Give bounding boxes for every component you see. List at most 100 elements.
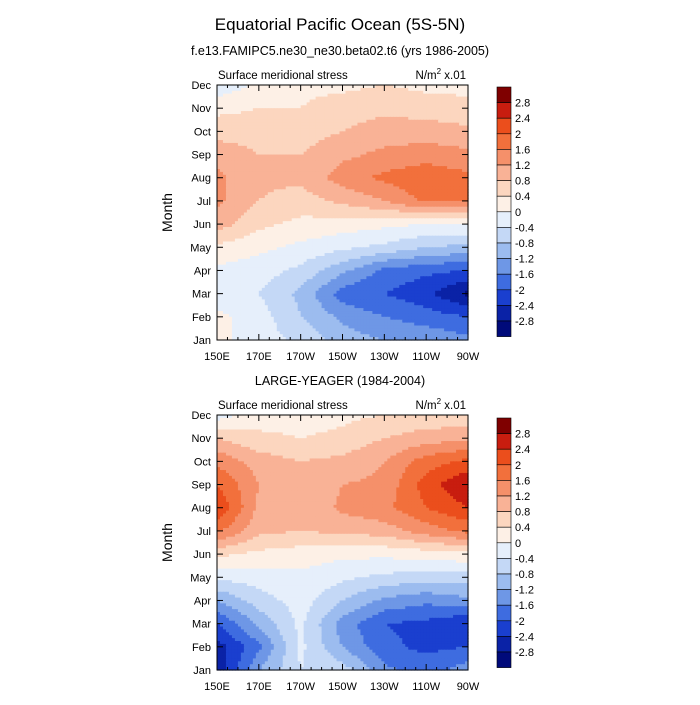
contour-cell xyxy=(255,111,260,115)
contour-cell xyxy=(411,131,415,135)
contour-cell xyxy=(462,108,466,112)
contour-cell xyxy=(393,125,397,130)
contour-cell xyxy=(354,85,359,89)
contour-cell xyxy=(417,137,421,141)
contour-cell xyxy=(234,96,239,101)
contour-cell xyxy=(384,102,388,106)
contour-cell xyxy=(306,128,311,132)
contour-cell xyxy=(267,105,272,109)
contour-cell xyxy=(240,99,245,103)
contour-cell xyxy=(327,140,332,144)
contour-cell xyxy=(408,96,412,101)
contour-cell xyxy=(231,163,236,167)
contour-cell xyxy=(402,116,406,121)
contour-cell xyxy=(336,108,341,112)
contour-cell xyxy=(252,108,257,112)
contour-cell xyxy=(432,85,436,89)
contour-cell xyxy=(315,87,320,92)
contour-cell xyxy=(312,142,317,147)
contour-cell xyxy=(375,90,379,95)
contour-cell xyxy=(321,116,326,121)
contour-cell xyxy=(465,137,469,141)
contour-cell xyxy=(342,87,347,92)
contour-cell xyxy=(300,108,305,112)
contour-cell xyxy=(246,90,251,95)
contour-cell xyxy=(357,105,362,109)
contour-cell xyxy=(270,96,275,101)
contour-cell xyxy=(459,87,463,92)
contour-cell xyxy=(390,116,394,121)
contour-cell xyxy=(261,116,266,121)
contour-cell xyxy=(321,142,326,147)
contour-cell xyxy=(465,131,469,135)
contour-cell xyxy=(357,145,362,150)
contour-cell xyxy=(294,166,299,170)
contour-cell xyxy=(282,116,287,121)
contour-cell xyxy=(372,113,376,118)
contour-cell xyxy=(342,105,347,109)
contour-cell xyxy=(252,131,257,135)
contour-cell xyxy=(240,160,245,164)
contour-cell xyxy=(417,87,421,92)
contour-cell xyxy=(456,108,460,112)
contour-cell xyxy=(273,166,278,170)
contour-cell xyxy=(288,96,293,101)
contour-cell xyxy=(270,157,275,161)
contour-cell xyxy=(363,145,368,150)
contour-cell xyxy=(279,157,284,161)
contour-cell xyxy=(396,157,400,161)
contour-cell xyxy=(423,125,427,130)
contour-cell xyxy=(453,137,457,141)
contour-cell xyxy=(297,125,302,130)
contour-cell xyxy=(234,93,239,98)
contour-cell xyxy=(336,160,341,164)
contour-cell xyxy=(354,128,359,132)
contour-cell xyxy=(435,140,439,144)
contour-cell xyxy=(393,102,397,106)
contour-cell xyxy=(369,105,373,109)
contour-cell xyxy=(423,128,427,132)
contour-cell xyxy=(456,99,460,103)
contour-cell xyxy=(372,134,376,138)
contour-cell xyxy=(390,102,394,106)
contour-cell xyxy=(357,142,362,147)
contour-cell xyxy=(261,137,266,141)
contour-cell xyxy=(219,119,224,124)
contour-cell xyxy=(282,122,287,127)
contour-cell xyxy=(309,169,314,173)
contour-cell xyxy=(217,157,221,161)
contour-cell xyxy=(279,154,284,159)
contour-cell xyxy=(411,151,415,156)
contour-cell xyxy=(417,99,421,103)
contour-cell xyxy=(390,111,394,115)
contour-cell xyxy=(240,128,245,132)
contour-cell xyxy=(315,99,320,103)
contour-cell xyxy=(324,142,329,147)
contour-cell xyxy=(261,99,266,103)
contour-cell xyxy=(288,142,293,147)
contour-cell xyxy=(294,96,299,101)
contour-cell xyxy=(276,102,281,106)
contour-cell xyxy=(360,157,365,161)
contour-cell xyxy=(327,151,332,156)
contour-cell xyxy=(294,145,299,150)
contour-cell xyxy=(225,145,230,150)
contour-cell xyxy=(447,142,451,147)
contour-cell xyxy=(306,154,311,159)
contour-cell xyxy=(315,140,320,144)
contour-cell xyxy=(405,93,409,98)
contour-cell xyxy=(303,154,308,159)
contour-cell xyxy=(459,96,463,101)
contour-cell xyxy=(240,137,245,141)
contour-cell xyxy=(414,148,418,153)
contour-cell xyxy=(348,142,353,147)
contour-cell xyxy=(441,102,445,106)
contour-cell xyxy=(225,87,230,92)
contour-cell xyxy=(429,157,433,161)
contour-cell xyxy=(390,163,394,167)
contour-cell xyxy=(300,96,305,101)
contour-cell xyxy=(330,131,335,135)
contour-cell xyxy=(243,122,248,127)
contour-cell xyxy=(267,128,272,132)
contour-cell xyxy=(243,154,248,159)
